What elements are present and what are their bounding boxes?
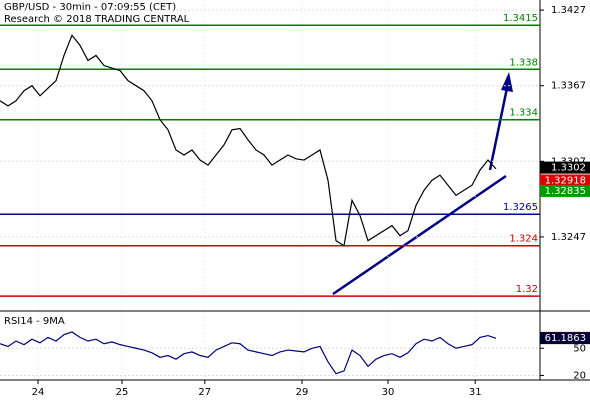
trend-line — [332, 174, 507, 296]
level-label: 1.338 — [509, 57, 538, 68]
x-tick-label: 24 — [32, 387, 45, 398]
forecast-arrow — [488, 87, 509, 171]
level-label: 1.334 — [509, 108, 538, 119]
y-tick-label: 20 — [573, 370, 586, 381]
chart-title: GBP/USD - 30min - 07:09:55 (CET) — [4, 2, 176, 13]
x-tick-label: 30 — [382, 387, 395, 398]
price-marker — [540, 184, 590, 197]
price-line — [0, 331, 497, 375]
x-tick-label: 27 — [198, 387, 211, 398]
x-tick-label: 29 — [296, 387, 309, 398]
price-marker-label: 61.1863 — [545, 333, 586, 344]
price-marker — [540, 174, 590, 187]
arrow-head — [501, 72, 513, 92]
level-label: 1.32 — [516, 284, 538, 295]
y-tick-label: 1.3367 — [551, 81, 586, 92]
price-line — [0, 34, 497, 247]
y-tick-label: 50 — [573, 343, 586, 354]
price-marker-label: 1.3302 — [551, 163, 586, 174]
y-tick-label: 1.3247 — [551, 232, 586, 243]
price-marker — [540, 332, 590, 345]
level-label: 1.324 — [509, 234, 538, 245]
rsi-title: RSI14 - 9MA — [4, 316, 65, 327]
level-label: 1.3415 — [503, 13, 538, 24]
x-tick-label: 25 — [116, 387, 129, 398]
price-marker-label: 1.32835 — [545, 186, 586, 197]
chart-subtitle: Research © 2018 TRADING CENTRAL — [4, 14, 190, 25]
price-marker — [540, 161, 590, 174]
y-tick-label: 1.3427 — [551, 5, 586, 16]
level-label: 1.3265 — [503, 202, 538, 213]
x-tick-label: 31 — [469, 387, 482, 398]
price-marker-label: 1.32918 — [545, 175, 586, 186]
